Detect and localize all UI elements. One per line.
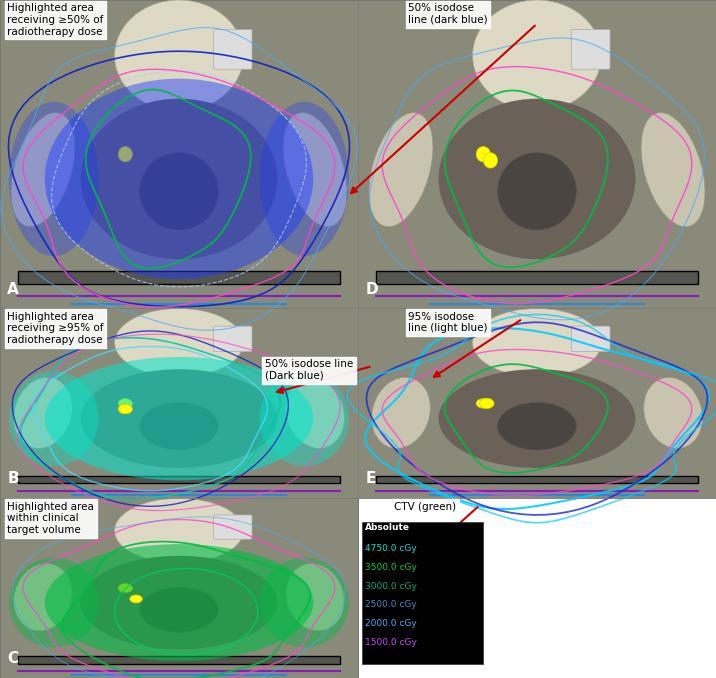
FancyBboxPatch shape: [358, 0, 716, 308]
Text: Absolute: Absolute: [365, 523, 410, 532]
FancyBboxPatch shape: [571, 326, 610, 352]
Ellipse shape: [80, 370, 278, 468]
FancyBboxPatch shape: [358, 308, 716, 498]
Ellipse shape: [140, 403, 218, 450]
Text: Highlighted area
receiving ≥95% of
radiotherapy dose: Highlighted area receiving ≥95% of radio…: [7, 312, 104, 345]
Ellipse shape: [483, 153, 498, 168]
Ellipse shape: [438, 370, 636, 468]
Ellipse shape: [480, 398, 494, 409]
Ellipse shape: [44, 79, 314, 279]
Text: 1500.0 cGy: 1500.0 cGy: [365, 639, 417, 647]
Ellipse shape: [130, 595, 142, 603]
FancyBboxPatch shape: [376, 475, 698, 483]
Ellipse shape: [118, 404, 132, 414]
Ellipse shape: [476, 399, 490, 408]
Text: E: E: [365, 471, 375, 486]
Text: 3500.0 cGy: 3500.0 cGy: [365, 563, 417, 572]
Ellipse shape: [140, 587, 218, 632]
Ellipse shape: [286, 378, 344, 448]
Ellipse shape: [283, 113, 347, 226]
Ellipse shape: [473, 308, 601, 377]
FancyBboxPatch shape: [0, 308, 358, 498]
Text: 3000.0 cGy: 3000.0 cGy: [365, 582, 417, 591]
Text: 50% isodose line
(Dark blue): 50% isodose line (Dark blue): [265, 359, 353, 381]
FancyBboxPatch shape: [0, 0, 358, 308]
Ellipse shape: [498, 403, 576, 450]
Ellipse shape: [14, 563, 72, 631]
Ellipse shape: [372, 378, 430, 448]
FancyBboxPatch shape: [18, 656, 340, 664]
Ellipse shape: [80, 99, 278, 259]
Ellipse shape: [369, 113, 433, 226]
Ellipse shape: [9, 371, 98, 466]
Ellipse shape: [115, 0, 243, 111]
Ellipse shape: [286, 563, 344, 631]
FancyBboxPatch shape: [213, 29, 252, 69]
Ellipse shape: [260, 371, 349, 466]
FancyBboxPatch shape: [0, 498, 358, 678]
Text: C: C: [7, 651, 19, 666]
Text: Highlighted area
within clinical
target volume: Highlighted area within clinical target …: [7, 502, 94, 535]
Ellipse shape: [260, 102, 349, 256]
Text: D: D: [365, 281, 378, 296]
FancyBboxPatch shape: [571, 29, 610, 69]
FancyBboxPatch shape: [376, 271, 698, 284]
FancyBboxPatch shape: [18, 475, 340, 483]
Text: CTV (green): CTV (green): [394, 502, 456, 512]
Ellipse shape: [14, 378, 72, 448]
Ellipse shape: [476, 146, 490, 162]
Text: A: A: [7, 281, 19, 296]
Ellipse shape: [9, 557, 98, 647]
Ellipse shape: [498, 153, 576, 230]
Text: 2000.0 cGy: 2000.0 cGy: [365, 620, 417, 629]
Ellipse shape: [115, 308, 243, 377]
FancyBboxPatch shape: [362, 522, 483, 664]
Ellipse shape: [473, 0, 601, 111]
Ellipse shape: [118, 399, 132, 408]
Text: 2500.0 cGy: 2500.0 cGy: [365, 601, 417, 610]
Text: 95% isodose
line (light blue): 95% isodose line (light blue): [408, 312, 488, 334]
Ellipse shape: [140, 153, 218, 230]
Text: B: B: [7, 471, 19, 486]
Ellipse shape: [118, 584, 132, 593]
FancyBboxPatch shape: [18, 271, 340, 284]
Ellipse shape: [44, 357, 314, 480]
Text: 4750.0 cGy: 4750.0 cGy: [365, 544, 417, 553]
Text: 50% isodose
line (dark blue): 50% isodose line (dark blue): [408, 3, 488, 25]
Ellipse shape: [44, 544, 314, 661]
Ellipse shape: [118, 146, 132, 162]
Ellipse shape: [11, 113, 75, 226]
Ellipse shape: [644, 378, 702, 448]
FancyBboxPatch shape: [213, 515, 252, 539]
Ellipse shape: [438, 99, 636, 259]
Ellipse shape: [9, 102, 98, 256]
Ellipse shape: [641, 113, 705, 226]
FancyBboxPatch shape: [213, 326, 252, 352]
Ellipse shape: [80, 556, 278, 650]
Ellipse shape: [115, 498, 243, 563]
Text: Highlighted area
receiving ≥50% of
radiotherapy dose: Highlighted area receiving ≥50% of radio…: [7, 3, 104, 37]
Ellipse shape: [260, 557, 349, 647]
